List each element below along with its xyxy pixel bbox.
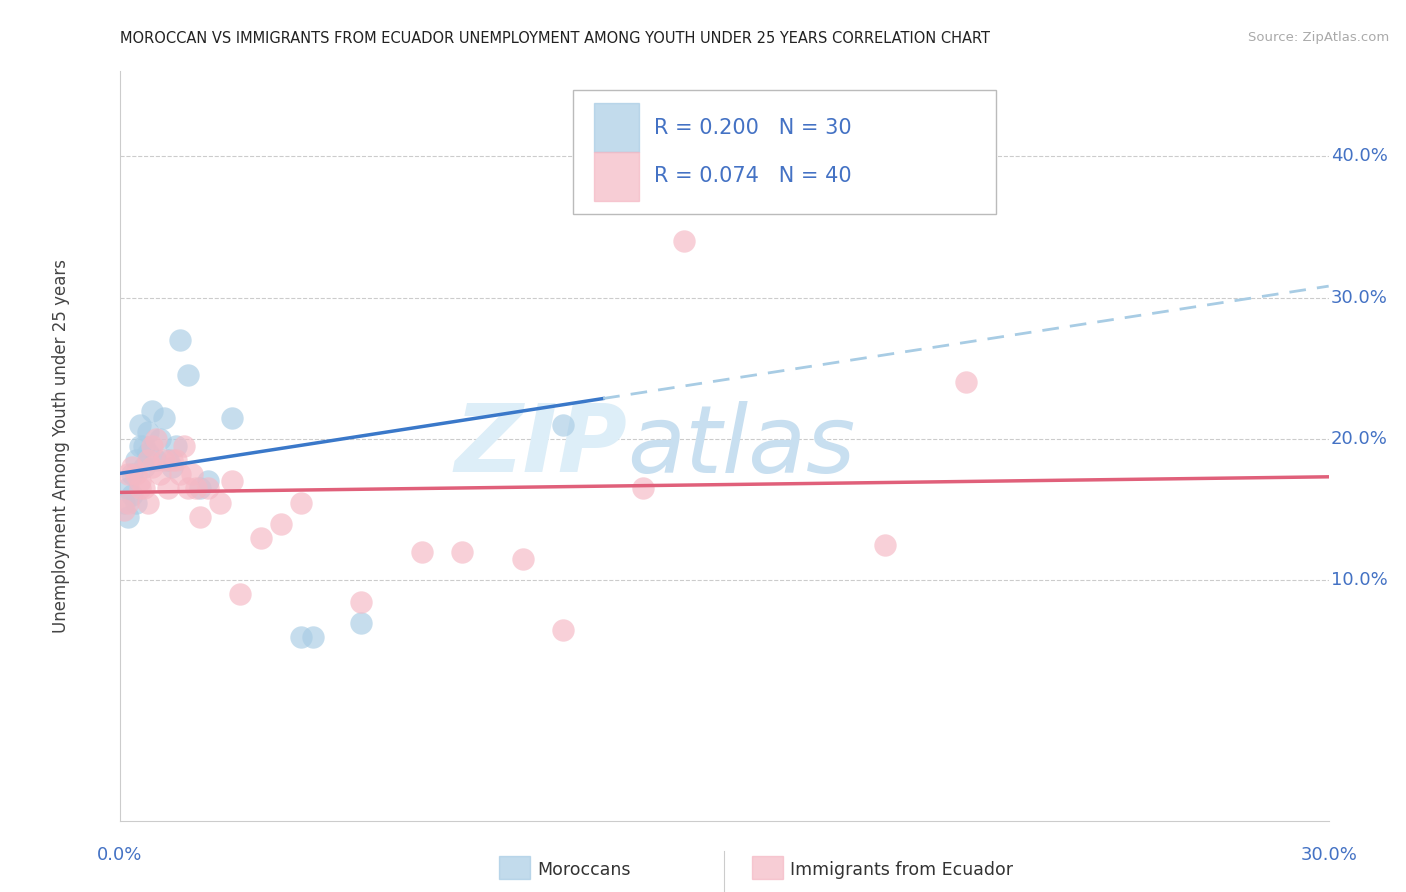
Point	[132, 482, 155, 496]
Point	[592, 178, 614, 192]
Point	[117, 467, 139, 482]
Point	[270, 516, 292, 531]
Point	[184, 482, 207, 496]
Point	[350, 594, 373, 608]
Point	[177, 482, 200, 496]
Point	[188, 509, 211, 524]
Text: R = 0.074   N = 40: R = 0.074 N = 40	[654, 166, 852, 186]
Point	[117, 482, 139, 496]
Point	[128, 417, 150, 432]
Point	[229, 587, 252, 601]
Point	[136, 453, 159, 467]
Point	[350, 615, 373, 630]
Point	[153, 453, 176, 467]
Bar	[593, 103, 640, 152]
Point	[411, 545, 433, 559]
Point	[121, 467, 143, 482]
Text: 20.0%: 20.0%	[1331, 430, 1388, 448]
Point	[136, 495, 159, 509]
Point	[197, 482, 219, 496]
Point	[512, 552, 534, 566]
Point	[117, 509, 139, 524]
Point	[149, 432, 172, 446]
Bar	[593, 152, 640, 201]
Point	[121, 460, 143, 475]
Point	[128, 439, 150, 453]
Point	[153, 410, 176, 425]
Point	[132, 460, 155, 475]
Point	[141, 403, 163, 417]
Point	[188, 482, 211, 496]
Point	[955, 376, 977, 390]
Point	[165, 453, 187, 467]
Point	[112, 502, 135, 516]
Point	[197, 475, 219, 489]
Point	[132, 439, 155, 453]
Point	[124, 467, 146, 482]
Text: 0.0%: 0.0%	[97, 846, 142, 863]
Point	[451, 545, 474, 559]
Point	[290, 630, 312, 644]
Point	[156, 482, 179, 496]
Text: 10.0%: 10.0%	[1331, 571, 1388, 590]
Point	[302, 630, 325, 644]
Point	[156, 453, 179, 467]
Point	[177, 368, 200, 383]
Point	[128, 482, 150, 496]
Point	[221, 410, 243, 425]
Point	[160, 453, 183, 467]
Point	[181, 467, 204, 482]
Point	[672, 234, 695, 248]
Point	[551, 623, 574, 637]
Text: 40.0%: 40.0%	[1331, 147, 1388, 165]
FancyBboxPatch shape	[574, 90, 995, 214]
Text: Immigrants from Ecuador: Immigrants from Ecuador	[790, 861, 1014, 879]
Point	[209, 495, 232, 509]
Text: ZIP: ZIP	[454, 400, 627, 492]
Point	[124, 453, 146, 467]
Point	[117, 495, 139, 509]
Point	[169, 333, 191, 347]
Point	[149, 467, 172, 482]
Point	[551, 417, 574, 432]
Point	[249, 531, 271, 545]
Point	[165, 439, 187, 453]
Point	[121, 488, 143, 502]
Point	[169, 467, 191, 482]
Point	[124, 495, 146, 509]
Point	[221, 475, 243, 489]
Text: 30.0%: 30.0%	[1331, 288, 1388, 307]
Point	[160, 460, 183, 475]
Text: Moroccans: Moroccans	[537, 861, 631, 879]
Point	[136, 446, 159, 460]
Text: Unemployment Among Youth under 25 years: Unemployment Among Youth under 25 years	[52, 259, 70, 633]
Point	[112, 495, 135, 509]
Point	[290, 495, 312, 509]
Text: atlas: atlas	[627, 401, 856, 491]
Point	[141, 460, 163, 475]
Point	[128, 475, 150, 489]
Point	[145, 453, 167, 467]
Point	[633, 482, 655, 496]
Point	[136, 425, 159, 439]
Text: Source: ZipAtlas.com: Source: ZipAtlas.com	[1249, 31, 1389, 45]
Text: 30.0%: 30.0%	[1301, 846, 1357, 863]
Point	[145, 432, 167, 446]
Text: MOROCCAN VS IMMIGRANTS FROM ECUADOR UNEMPLOYMENT AMONG YOUTH UNDER 25 YEARS CORR: MOROCCAN VS IMMIGRANTS FROM ECUADOR UNEM…	[120, 31, 990, 46]
Point	[875, 538, 897, 552]
Point	[141, 439, 163, 453]
Point	[173, 439, 195, 453]
Text: R = 0.200   N = 30: R = 0.200 N = 30	[654, 118, 852, 137]
